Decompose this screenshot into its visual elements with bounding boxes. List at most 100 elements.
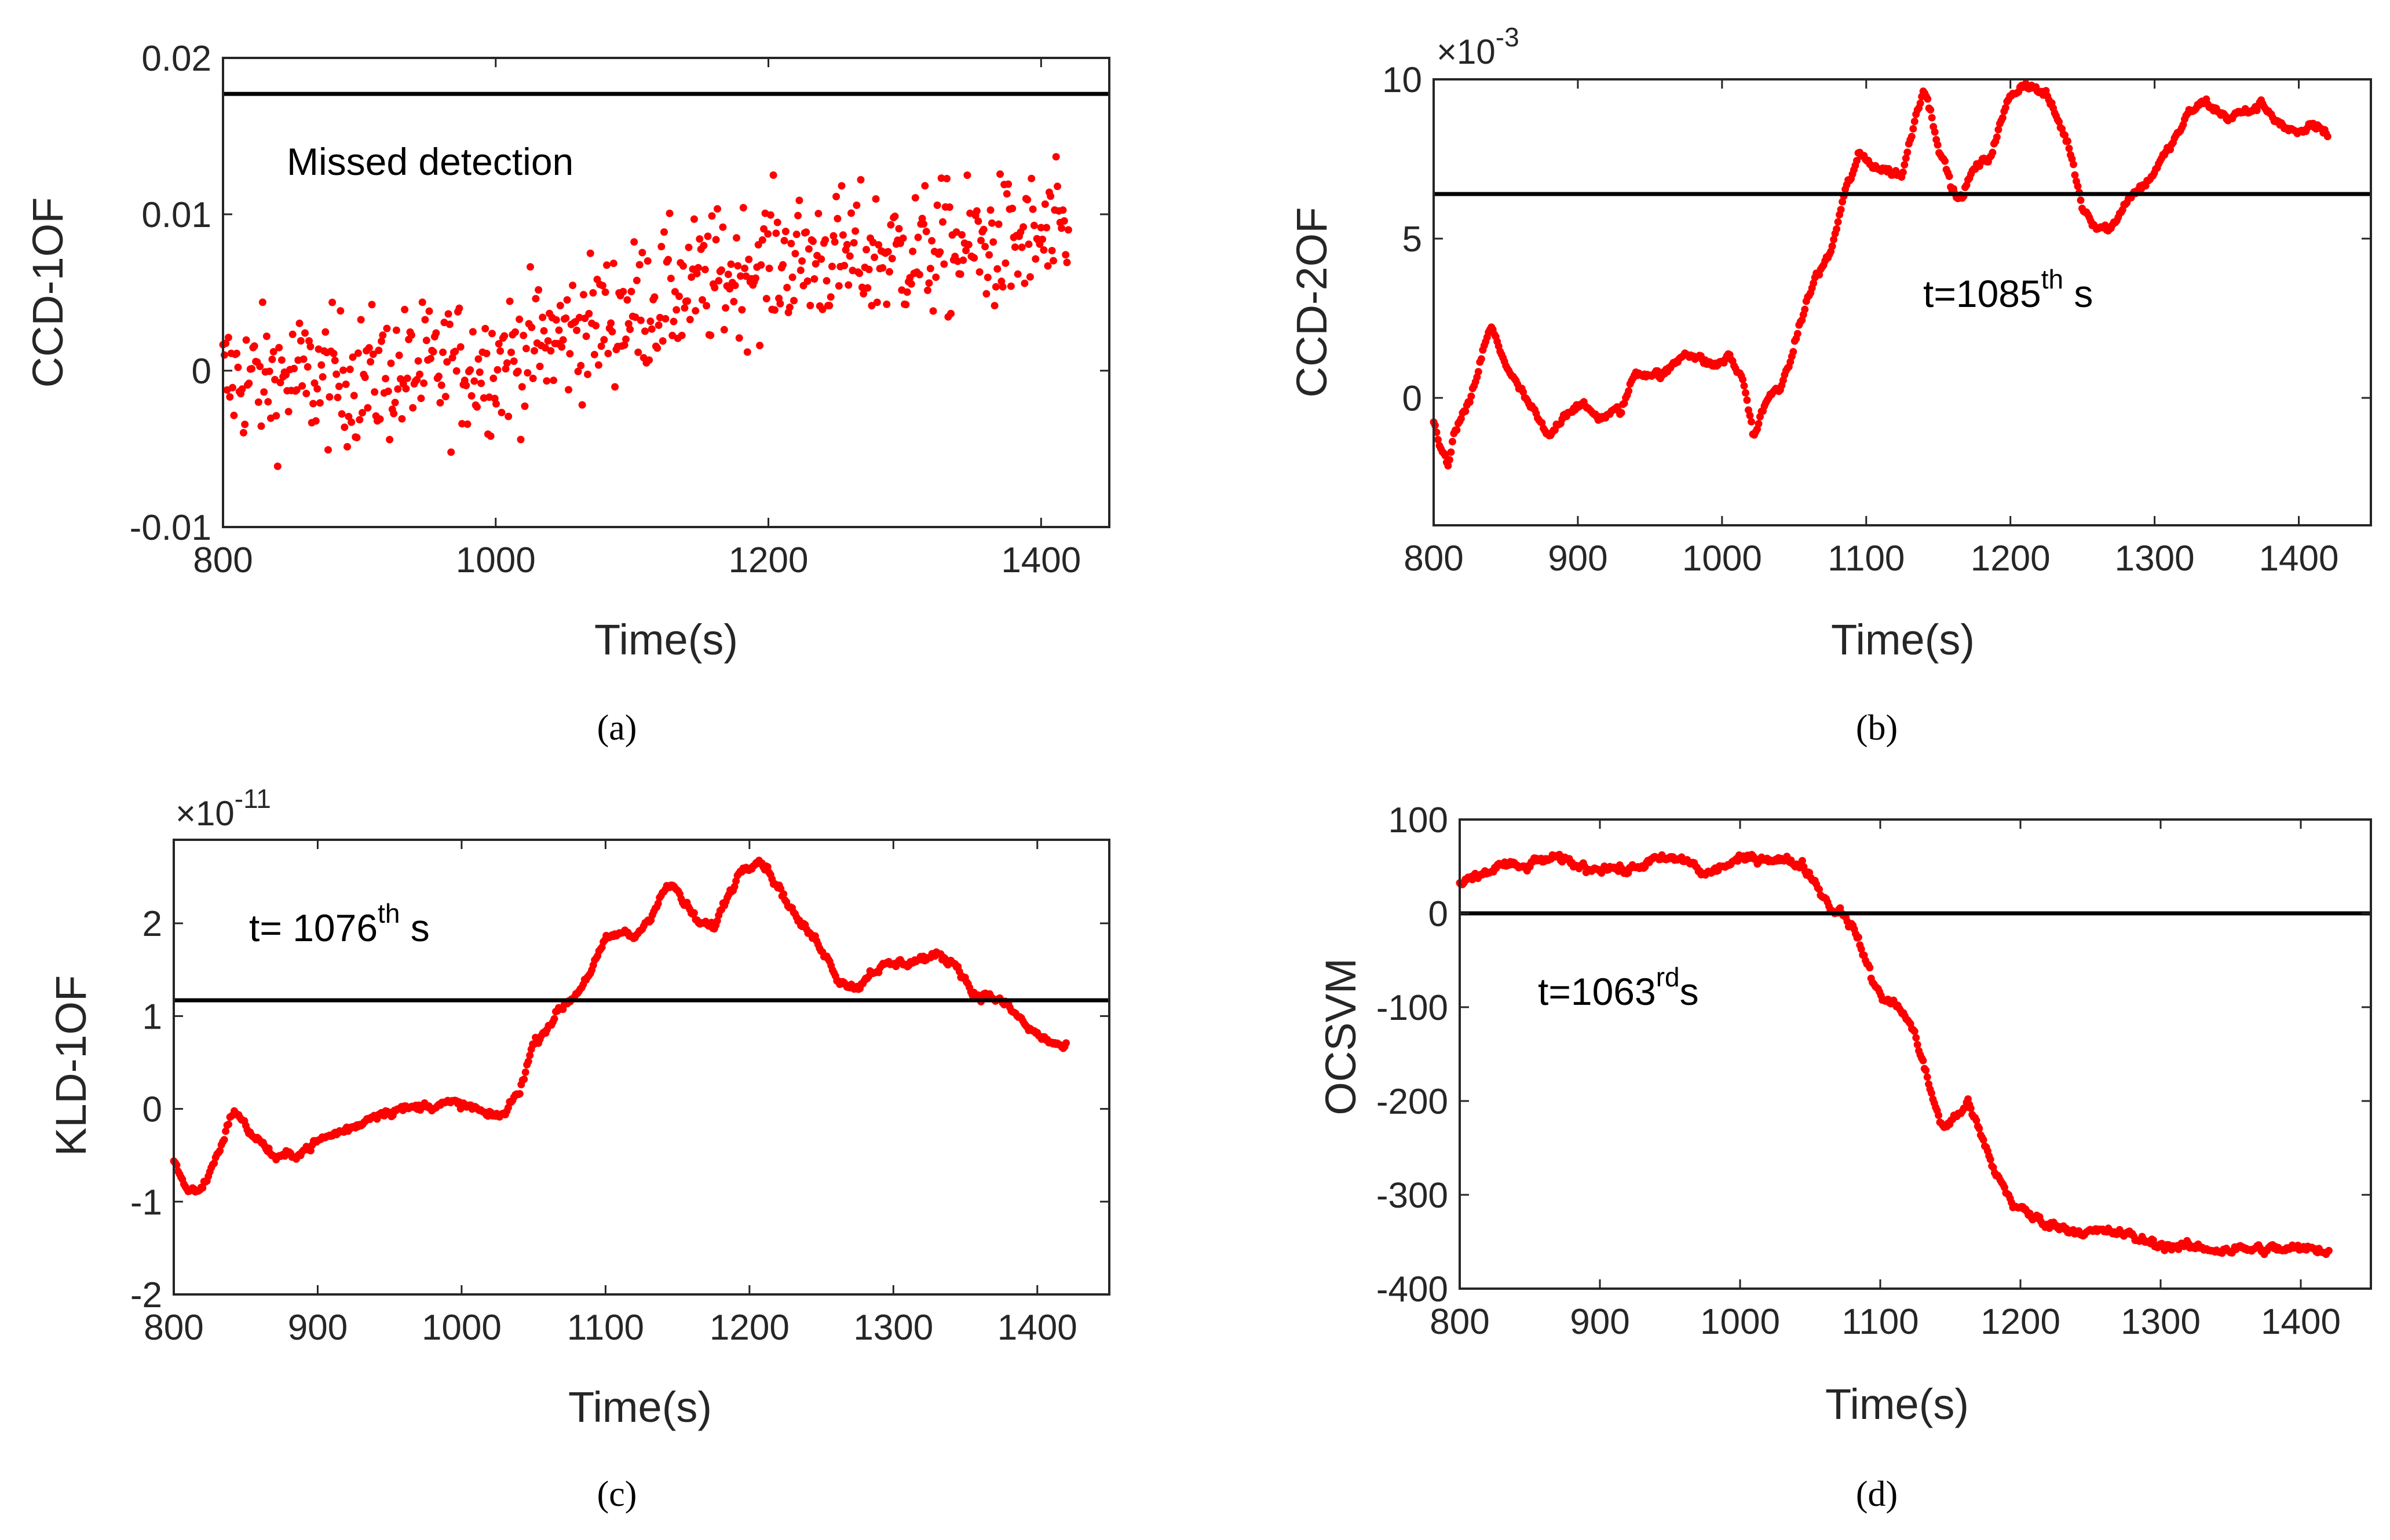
data-point — [297, 337, 305, 345]
data-point — [756, 342, 764, 349]
data-point — [662, 314, 670, 323]
data-point — [722, 304, 730, 312]
y-tick-label: 10 — [1382, 60, 1422, 100]
data-point — [731, 281, 739, 290]
data-point — [1004, 180, 1013, 188]
x-tick-label: 800 — [193, 540, 253, 580]
y-axis-label-a: CCD-1OF — [24, 197, 72, 388]
data-point — [641, 327, 649, 335]
data-point — [260, 388, 268, 396]
data-point — [667, 275, 675, 283]
data-point — [526, 1051, 534, 1059]
data-point — [1837, 206, 1845, 214]
data-point — [1899, 168, 1907, 176]
data-point — [810, 275, 818, 283]
data-point — [597, 342, 605, 350]
data-point — [707, 331, 715, 339]
data-point — [964, 240, 973, 248]
data-point — [1002, 259, 1010, 267]
y-tick-label: 0 — [192, 352, 211, 392]
data-point — [619, 288, 627, 295]
data-point — [1924, 95, 1932, 103]
data-point — [361, 374, 369, 381]
data-point — [947, 309, 955, 317]
data-point — [242, 336, 250, 344]
data-point — [367, 358, 375, 366]
caption-b: (b) — [1856, 708, 1898, 748]
data-point — [1810, 279, 1818, 287]
multiplier-base-c: ×10 — [176, 794, 235, 833]
data-point — [651, 293, 659, 301]
data-point — [514, 367, 522, 375]
data-point — [229, 383, 236, 392]
data-point — [895, 225, 903, 233]
y-tick-label: 0 — [1402, 379, 1422, 419]
data-point — [1040, 246, 1048, 254]
annotation-c-sup: th — [378, 898, 400, 928]
x-tick-label: 1400 — [997, 1308, 1077, 1348]
data-point — [1064, 226, 1072, 234]
data-point — [276, 379, 284, 387]
data-point — [356, 416, 364, 424]
y-tick-label: 100 — [1388, 800, 1448, 840]
data-point — [700, 242, 708, 250]
data-point — [646, 317, 655, 325]
data-point — [601, 288, 609, 296]
data-point — [1003, 190, 1011, 198]
data-point — [627, 287, 635, 295]
data-point — [843, 240, 851, 248]
data-point — [992, 283, 1000, 291]
x-tick-label: 1100 — [1828, 539, 1905, 579]
data-point — [829, 232, 838, 240]
data-point — [1934, 141, 1942, 149]
data-point — [805, 245, 813, 253]
data-point — [1789, 347, 1797, 356]
data-point — [814, 210, 823, 218]
data-point — [566, 350, 574, 358]
data-point — [298, 382, 306, 390]
data-point — [239, 429, 247, 437]
data-point — [653, 344, 662, 352]
annotation-c-main: t= 1076 — [249, 906, 378, 949]
data-point — [764, 230, 772, 238]
data-point — [956, 270, 964, 278]
data-point — [238, 385, 246, 393]
data-point — [402, 385, 410, 393]
data-point — [666, 209, 674, 217]
data-point — [1907, 133, 1916, 141]
data-point — [996, 170, 1004, 178]
data-point — [250, 342, 258, 350]
data-point — [359, 409, 366, 417]
data-point — [420, 379, 428, 387]
data-point — [528, 323, 536, 331]
data-point — [328, 298, 337, 306]
data-point — [739, 204, 747, 212]
data-point — [317, 361, 326, 369]
data-point — [492, 400, 500, 408]
data-point — [264, 398, 272, 406]
data-point — [925, 279, 933, 287]
y-tick-label: -0.01 — [130, 508, 211, 548]
data-point — [258, 298, 266, 306]
x-tick-label: 1200 — [729, 540, 809, 580]
x-tick-label: 800 — [1404, 539, 1463, 579]
data-point — [1625, 387, 1633, 395]
data-point — [772, 229, 780, 237]
data-point — [1902, 154, 1910, 162]
data-point — [522, 345, 530, 353]
data-point — [787, 240, 795, 247]
data-point — [550, 376, 558, 385]
data-point — [1030, 221, 1038, 229]
data-point — [933, 201, 941, 209]
data-point — [1801, 305, 1809, 313]
data-point — [727, 260, 735, 268]
data-point — [1935, 1111, 1943, 1120]
data-point — [693, 269, 701, 277]
data-point — [339, 366, 347, 374]
data-point — [684, 297, 692, 305]
data-point — [256, 363, 264, 371]
data-point — [1062, 251, 1070, 259]
data-point — [738, 306, 746, 314]
data-point — [781, 228, 790, 236]
data-point — [1979, 1136, 1987, 1144]
